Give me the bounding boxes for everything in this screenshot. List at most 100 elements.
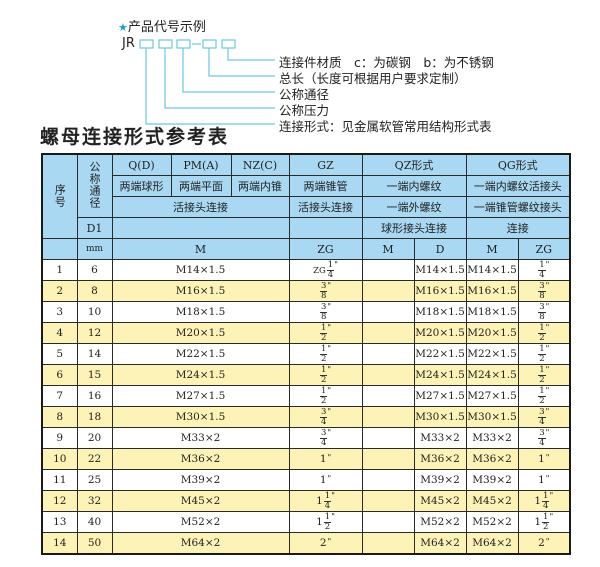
size-whole: 2 [319, 536, 327, 549]
code-diagram-lines [139, 39, 275, 125]
cell-gz-zg: 3 4 " [288, 427, 363, 449]
cell-qg-zg: 3 8 " [517, 280, 571, 302]
fraction-denominator: 4 [539, 416, 545, 427]
cell-seq: 1 [41, 259, 78, 281]
fraction-numerator: 1 [538, 322, 546, 334]
cell-gz-zg: ZG 1 4 " [288, 259, 363, 281]
cell-seq: 4 [41, 322, 78, 344]
cell-gz-zg: 1 1 4 " [288, 490, 363, 512]
fraction-denominator: 4 [320, 437, 327, 448]
table-title: 螺母连接形式参考表 [40, 126, 230, 148]
header-q-desc: 两端球形 [111, 175, 172, 197]
cell-seq: 9 [41, 427, 78, 449]
star-icon: ★ [118, 21, 128, 34]
fraction-numerator: 3 [319, 301, 328, 313]
cell-thread-m: M39×2 [111, 469, 290, 491]
cell-qz-m [361, 343, 415, 365]
cell-qz-m [361, 322, 415, 344]
header-gz: GZ [288, 153, 363, 176]
inch-mark: " [545, 301, 550, 311]
cell-nominal-diameter: 12 [76, 322, 113, 344]
fraction-denominator: 2 [320, 374, 327, 385]
header-qg-desc1: 一端内螺纹活接头 [465, 175, 571, 197]
cell-nominal-diameter: 15 [76, 364, 113, 386]
header-d1: D1 [76, 217, 113, 239]
fraction-denominator: 4 [539, 437, 545, 448]
fraction-numerator: 1 [319, 364, 328, 376]
cell-nominal-diameter: 32 [76, 490, 113, 512]
table-row: 2 8 M16×1.5 3 8 " M16×1.5 M16×1.5 3 8 " [41, 280, 571, 302]
size-whole: 1 [319, 452, 327, 465]
cell-seq: 3 [41, 301, 78, 323]
fraction-denominator: 4 [324, 500, 331, 511]
inch-mark: " [545, 406, 550, 416]
cell-qg-zg: 1 4 " [517, 259, 571, 281]
cell-qg-m: M16×1.5 [465, 280, 519, 302]
inch-mark: " [549, 511, 554, 521]
inch-mark: " [327, 364, 332, 374]
cell-qg-zg: 1 2 " [517, 322, 571, 344]
fraction-numerator: 1 [538, 385, 546, 397]
fraction-denominator: 4 [320, 416, 327, 427]
cell-thread-m: M45×2 [111, 490, 290, 512]
cell-thread-m: M20×1.5 [111, 322, 290, 344]
cell-qz-m [361, 259, 415, 281]
cell-nominal-diameter: 6 [76, 259, 113, 281]
header-nz: NZ(C) [230, 153, 290, 176]
cell-qz-m [361, 364, 415, 386]
label-nominal-diameter: 公称通径 [279, 87, 330, 102]
cell-qg-zg: 1 2 " [517, 364, 571, 386]
table-row: 13 40 M52×2 1 1 2 " M52×2 M52×2 1 1 2 " [41, 511, 571, 533]
fraction-denominator: 2 [543, 521, 549, 532]
cell-nominal-diameter: 16 [76, 385, 113, 407]
fraction-denominator: 2 [324, 521, 331, 532]
fraction-denominator: 2 [320, 395, 327, 406]
header-gz-desc: 两端锥管 [288, 175, 363, 197]
cell-qz-d: M24×1.5 [413, 364, 467, 386]
fraction-denominator: 2 [539, 395, 545, 406]
inch-mark: " [545, 364, 550, 374]
cell-nominal-diameter: 20 [76, 427, 113, 449]
inch-mark: " [327, 301, 332, 311]
size-whole: 1 [538, 452, 545, 465]
cell-qz-d: M27×1.5 [413, 385, 467, 407]
header-seq-bottom [41, 238, 78, 260]
fraction-denominator: 8 [320, 290, 327, 301]
cell-qg-m: M36×2 [465, 448, 519, 470]
fraction-numerator: 1 [319, 322, 328, 334]
cell-seq: 2 [41, 280, 78, 302]
cell-thread-m: M14×1.5 [111, 259, 290, 281]
cell-gz-zg: 3 4 " [288, 406, 363, 428]
cell-qz-d: M64×2 [413, 532, 467, 555]
header-nz-desc: 两端内锥 [230, 175, 290, 197]
fraction-denominator: 8 [539, 290, 545, 301]
cell-gz-zg: 1 2 " [288, 364, 363, 386]
fraction-numerator: 1 [538, 364, 546, 376]
fraction-numerator: 1 [323, 511, 332, 523]
fraction-denominator: 4 [327, 269, 334, 280]
product-code-example: ★产品代号示例 JR 连接件材质 c：为碳钢 b：为不锈钢 总长（长度可根据用户… [0, 0, 600, 145]
cell-qg-m: M24×1.5 [465, 364, 519, 386]
cell-nominal-diameter: 40 [76, 511, 113, 533]
size-whole: 1 [316, 495, 323, 507]
cell-gz-zg: 1 1 2 " [288, 511, 363, 533]
header-pm: PM(A) [170, 153, 232, 176]
cell-qg-m: M27×1.5 [465, 385, 519, 407]
table-row: 14 50 M64×2 2" M64×2 M64×2 2" [41, 532, 571, 555]
cell-qg-m: M30×1.5 [465, 406, 519, 428]
header-qz: QZ形式 [361, 153, 467, 176]
cell-nominal-diameter: 25 [76, 469, 113, 491]
fraction-numerator: 1 [542, 490, 550, 502]
cell-thread-m: M64×2 [111, 532, 290, 555]
